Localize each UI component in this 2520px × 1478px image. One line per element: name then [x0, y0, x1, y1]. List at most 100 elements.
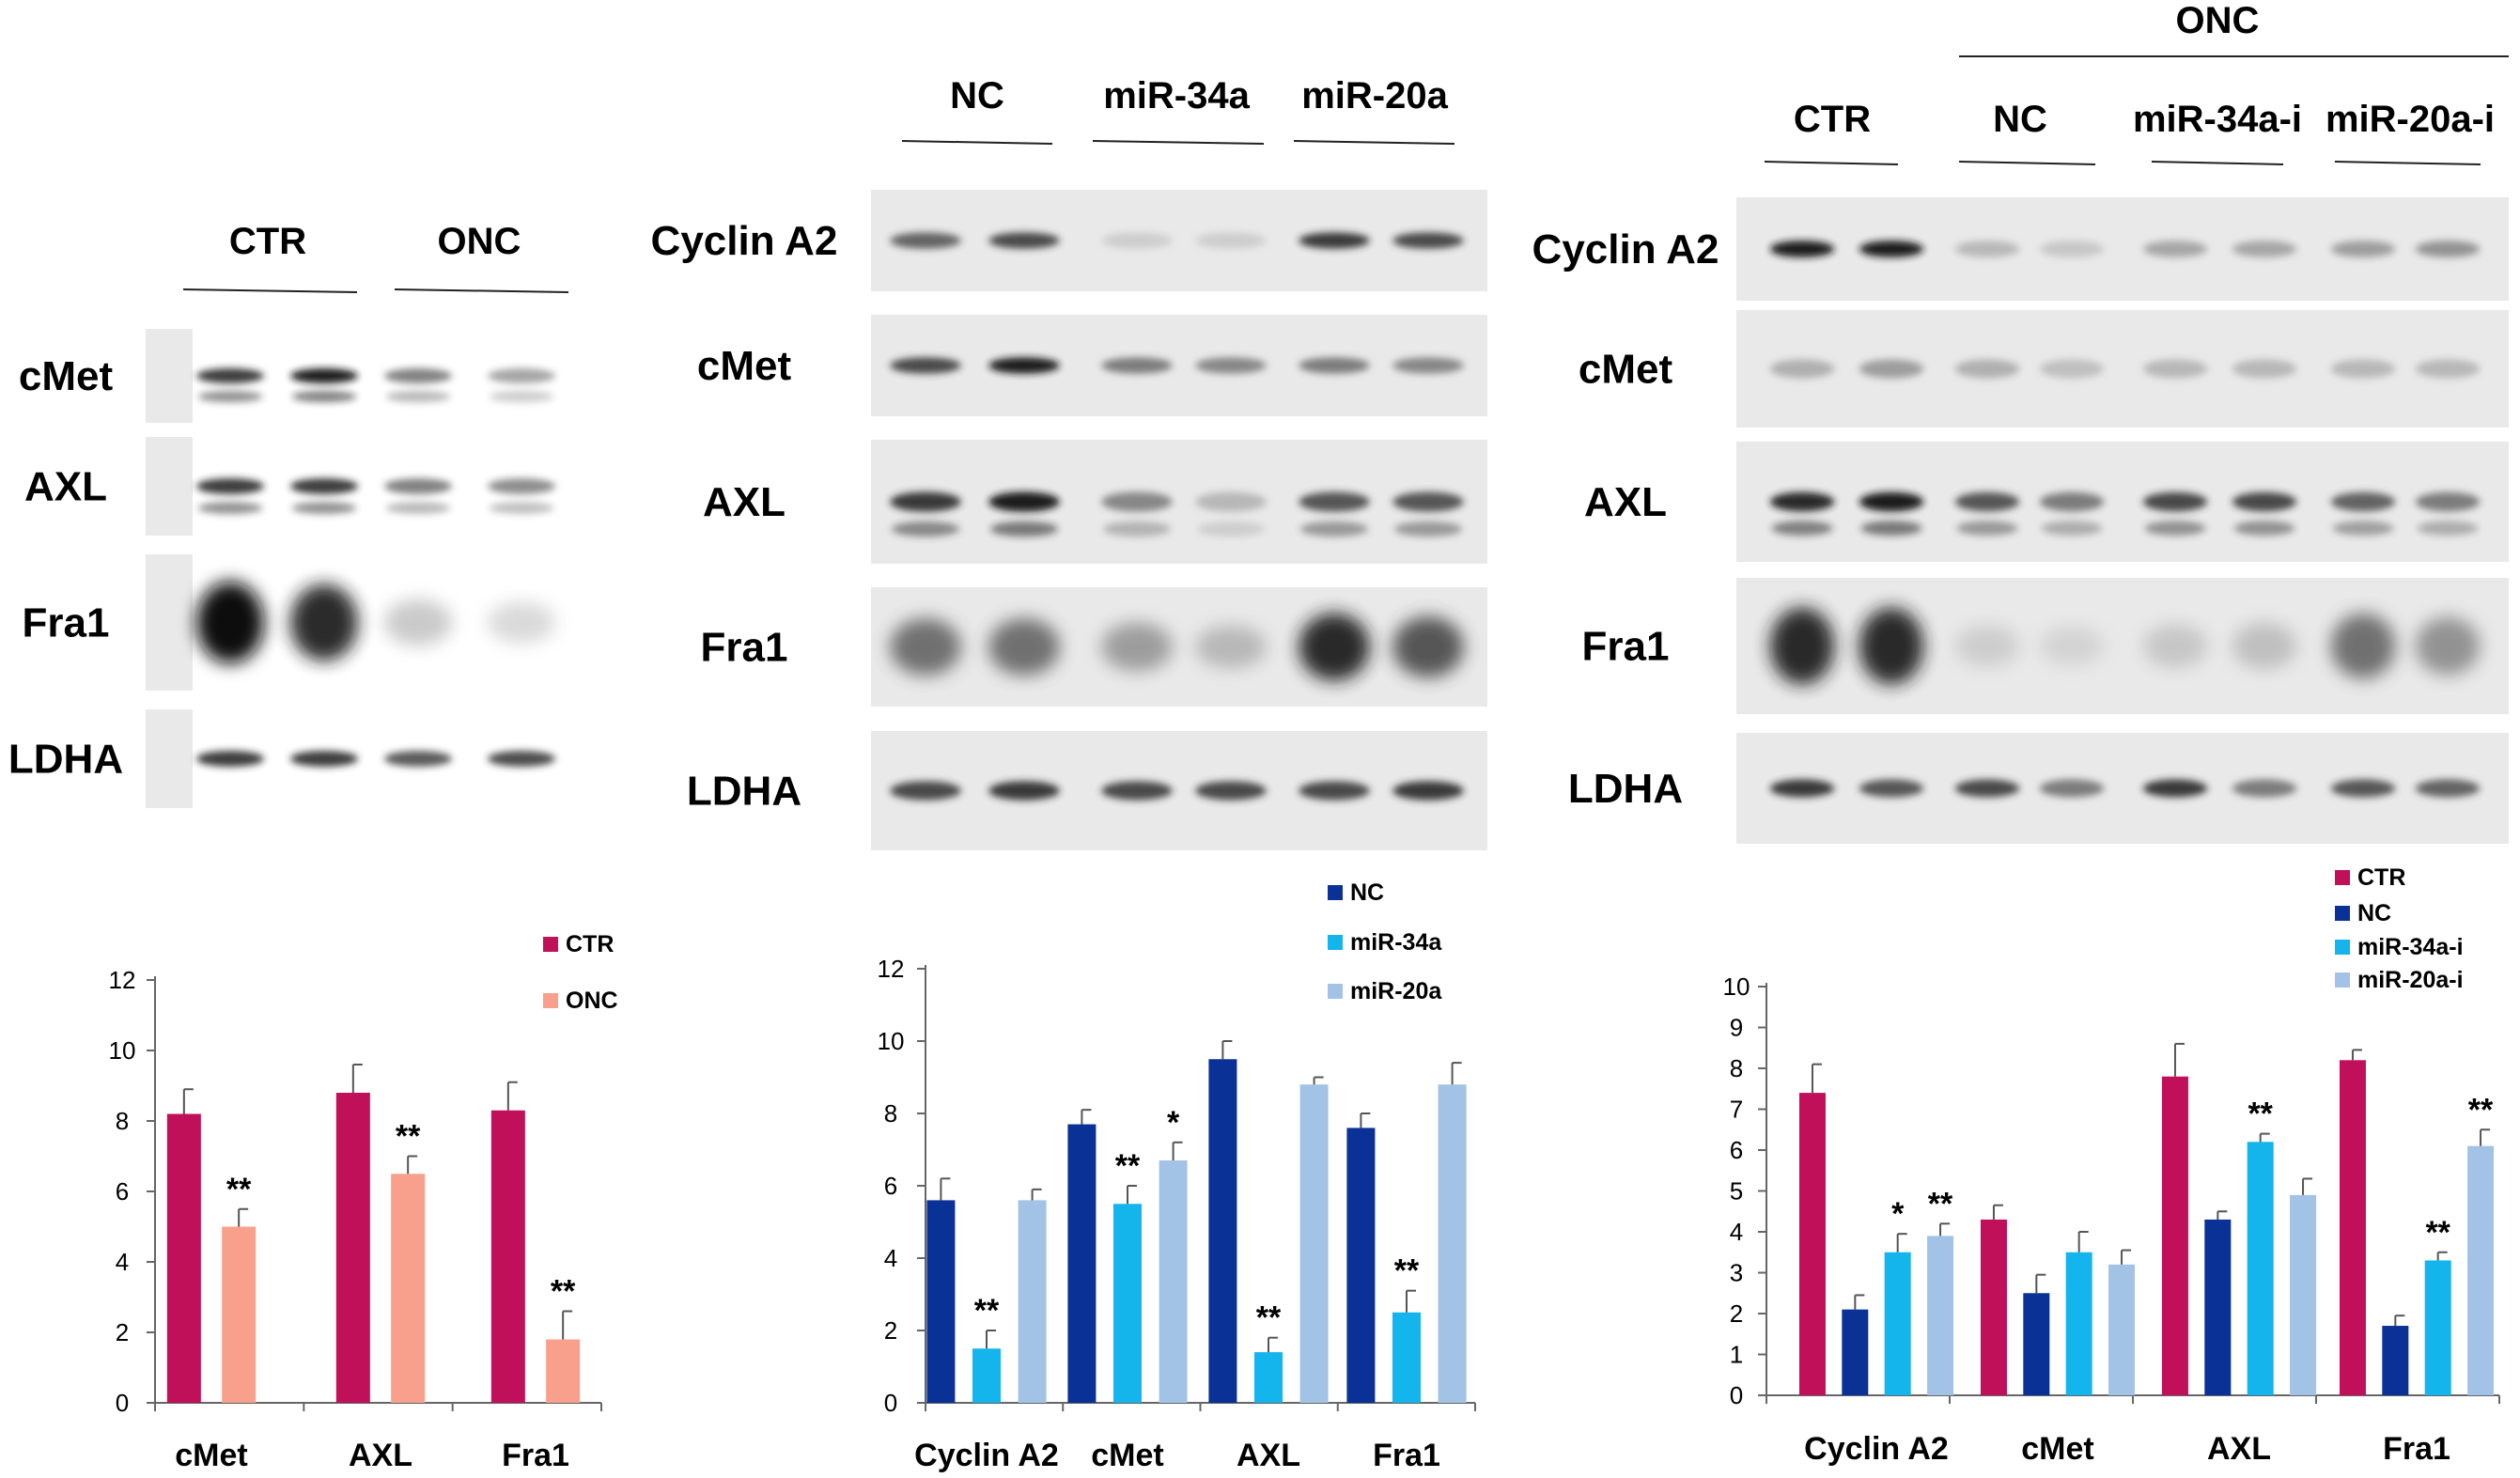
blot-band-secondary: [1103, 521, 1171, 537]
x-tick-label: cMet: [1091, 1438, 1163, 1473]
blot-band: [2415, 359, 2481, 379]
blot-band-secondary: [2233, 521, 2295, 537]
x-tick-label: cMet: [175, 1438, 247, 1473]
bar: [2065, 1252, 2092, 1395]
lane-group-underline: [2334, 161, 2481, 165]
blot-membrane: [871, 440, 1487, 564]
blot-band: [988, 491, 1060, 512]
blot-band: [2142, 359, 2208, 379]
y-tick-label: 5: [1730, 1177, 1743, 1206]
blot-band: [2415, 241, 2481, 257]
blot-band: [2039, 359, 2105, 379]
bar: [391, 1174, 426, 1403]
blot-band: [1769, 241, 1835, 257]
blot-band: [1769, 607, 1835, 685]
legend-swatch: [543, 993, 558, 1008]
lane-group-label: ONC: [438, 221, 521, 262]
y-tick-label: 2: [1730, 1299, 1743, 1328]
y-tick-label: 12: [109, 966, 136, 994]
y-tick-label: 8: [884, 1099, 897, 1128]
blot-band: [2039, 779, 2105, 798]
bar: [1884, 1252, 1911, 1395]
y-tick-label: 4: [1730, 1218, 1743, 1246]
x-tick-label: Fra1: [502, 1438, 569, 1473]
blot-band: [1195, 781, 1267, 801]
blot-band: [2415, 491, 2481, 512]
blot-band-secondary: [1860, 521, 1922, 537]
blot-band: [890, 781, 961, 801]
significance-marker: **: [2425, 1215, 2450, 1251]
blot-band-secondary: [197, 502, 263, 515]
blot-band: [1299, 613, 1370, 681]
bar: [1392, 1312, 1421, 1403]
significance-marker: **: [396, 1119, 421, 1155]
y-tick-label: 12: [878, 955, 905, 983]
lane-group-underline: [1958, 161, 2096, 165]
bar: [222, 1226, 257, 1403]
legend-label: miR-34a-i: [2357, 934, 2464, 960]
blot-band-secondary: [197, 390, 263, 403]
blot-band: [1859, 359, 1924, 379]
bar: [1798, 1093, 1826, 1395]
blot-band: [2330, 491, 2396, 512]
protein-label: cMet: [1579, 347, 1673, 393]
protein-label: AXL: [1584, 479, 1667, 525]
blot-band: [2232, 241, 2297, 257]
lane-group-underline: [1764, 161, 1899, 165]
blot-band: [290, 478, 358, 494]
blot-band-secondary: [1394, 521, 1462, 537]
treatment-group-label: ONC: [2176, 0, 2260, 41]
blot-band: [1101, 781, 1173, 801]
blot-band: [1859, 779, 1924, 798]
blot-band: [290, 583, 358, 661]
bar: [2290, 1194, 2317, 1395]
protein-label: LDHA: [687, 769, 801, 815]
bar: [2108, 1264, 2136, 1395]
bar: [490, 1110, 525, 1403]
blot-band-secondary: [1300, 521, 1368, 537]
bar: [2204, 1219, 2232, 1395]
lane-group-label: miR-20a-i: [2326, 99, 2495, 140]
western-blot-panel-right: CTR NC miR-34a-i miR-20a-i ONC Cyclin A2 cMet A…: [1532, 0, 2509, 844]
blot-band: [1859, 607, 1924, 685]
legend-swatch: [1328, 984, 1343, 999]
bar: [2339, 1060, 2366, 1395]
y-tick-label: 7: [1730, 1096, 1743, 1124]
blot-band: [988, 232, 1060, 249]
bar: [2382, 1326, 2409, 1395]
bar: [546, 1339, 581, 1403]
protein-label: Fra1: [23, 600, 110, 646]
y-tick-label: 10: [878, 1027, 905, 1055]
lane-group-label: NC: [1993, 99, 2047, 140]
y-tick-label: 3: [1730, 1259, 1743, 1287]
legend-swatch: [2335, 870, 2350, 885]
y-tick-label: 2: [884, 1316, 897, 1345]
blot-band: [196, 368, 264, 383]
protein-label: LDHA: [8, 737, 123, 783]
protein-label: AXL: [24, 464, 107, 510]
legend-label: miR-20a-i: [2357, 967, 2464, 993]
blot-band-secondary: [385, 502, 451, 515]
blot-band: [196, 751, 264, 767]
bar: [1299, 1084, 1329, 1403]
lane-group-label: NC: [950, 75, 1004, 117]
blot-band: [2415, 779, 2481, 798]
bar: [1842, 1309, 1869, 1395]
blot-band-secondary: [489, 502, 554, 515]
blot-band: [988, 781, 1060, 801]
blot-band: [290, 751, 358, 767]
significance-marker: *: [1167, 1105, 1180, 1141]
blot-band-secondary: [892, 521, 959, 537]
protein-label: Cyclin A2: [1532, 226, 1719, 272]
blot-band: [1299, 232, 1370, 249]
lane-group-underline: [394, 288, 569, 293]
x-tick-label: Fra1: [2383, 1431, 2450, 1467]
blot-band: [2142, 624, 2208, 668]
blot-band: [1954, 779, 2020, 798]
legend-label: ONC: [566, 988, 618, 1014]
y-tick-label: 8: [116, 1107, 129, 1135]
blot-band: [1392, 491, 1464, 512]
lane-group-underline: [182, 288, 358, 293]
x-tick-label: AXL: [1237, 1438, 1300, 1473]
blot-band: [1769, 779, 1835, 798]
